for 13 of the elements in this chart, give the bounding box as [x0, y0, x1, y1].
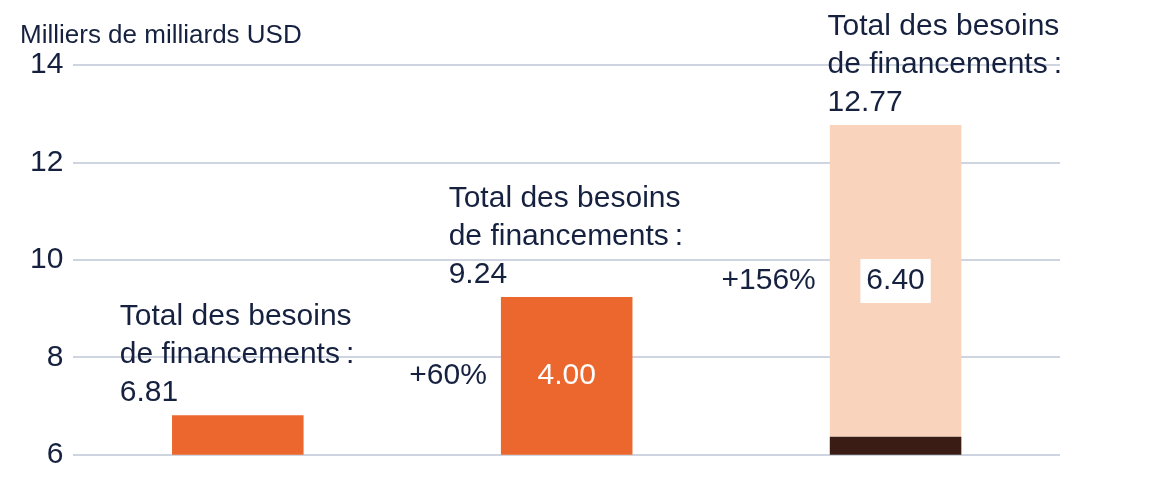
annotation: Total des besoins de financements : 12.77 [827, 8, 1063, 118]
y-tick-label: 8 [46, 338, 64, 372]
annotation: +156% [721, 262, 816, 296]
annotation: +60% [409, 357, 487, 391]
annotation: Total des besoins de financements : 6.81 [119, 298, 355, 408]
y-tick-label: 10 [29, 241, 64, 275]
y-tick-label: 12 [29, 143, 64, 177]
y-tick-label: 6 [46, 436, 64, 470]
y-axis-title: Milliers de milliards USD [20, 18, 302, 49]
data-label: 6.40 [866, 262, 925, 296]
y-tick-label: 14 [29, 46, 64, 80]
annotation: Total des besoins de financements : 9.24 [448, 180, 684, 290]
data-label: 4.00 [537, 357, 596, 391]
